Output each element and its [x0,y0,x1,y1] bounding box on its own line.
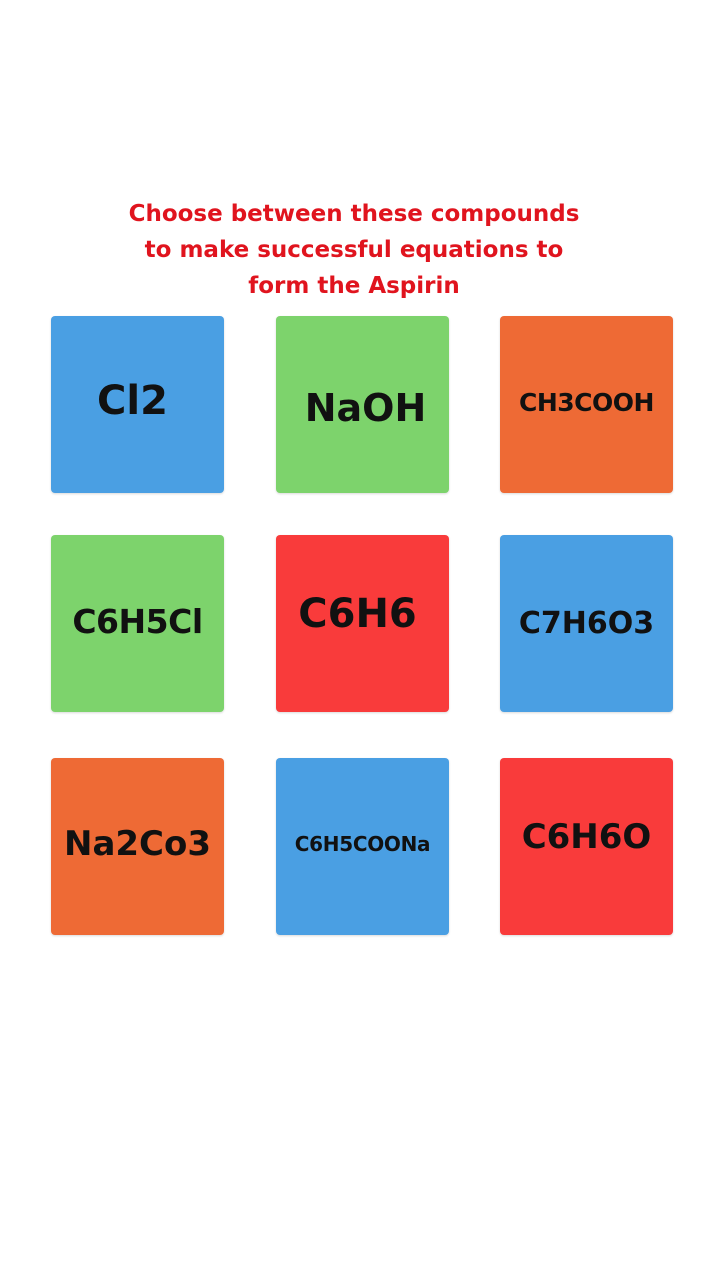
compound-label: C7H6O3 [518,606,655,641]
compound-label: C6H6O [521,816,652,857]
compound-tile-c6h6[interactable]: C6H6 [276,535,449,712]
compound-label: Cl2 [97,377,168,424]
compound-grid: Cl2 NaOH CH3COOH C6H5Cl C6H6 C7H6O3 Na2C… [51,316,673,938]
compound-tile-c6h5cl[interactable]: C6H5Cl [51,535,224,712]
compound-tile-ch3cooh[interactable]: CH3COOH [500,316,673,493]
compound-tile-na2co3[interactable]: Na2Co3 [51,758,224,935]
instructions-line-2: to make successful equations to [144,237,564,263]
instructions-line-1: Choose between these compounds [128,201,580,227]
compound-label: NaOH [304,385,427,430]
compound-label: C6H5Cl [72,602,203,641]
compound-label: C6H6 [298,590,417,637]
compound-tile-cl2[interactable]: Cl2 [51,316,224,493]
compound-tile-c6h6o[interactable]: C6H6O [500,758,673,935]
instructions-text: Choose between these compounds to make s… [60,196,648,304]
instructions-line-3: form the Aspirin [248,273,460,299]
compound-label: C6H5COONa [294,831,431,856]
compound-label: CH3COOH [519,388,654,417]
compound-tile-c6h5coona[interactable]: C6H5COONa [276,758,449,935]
compound-tile-c7h6o3[interactable]: C7H6O3 [500,535,673,712]
compound-tile-naoh[interactable]: NaOH [276,316,449,493]
compound-label: Na2Co3 [63,823,212,864]
